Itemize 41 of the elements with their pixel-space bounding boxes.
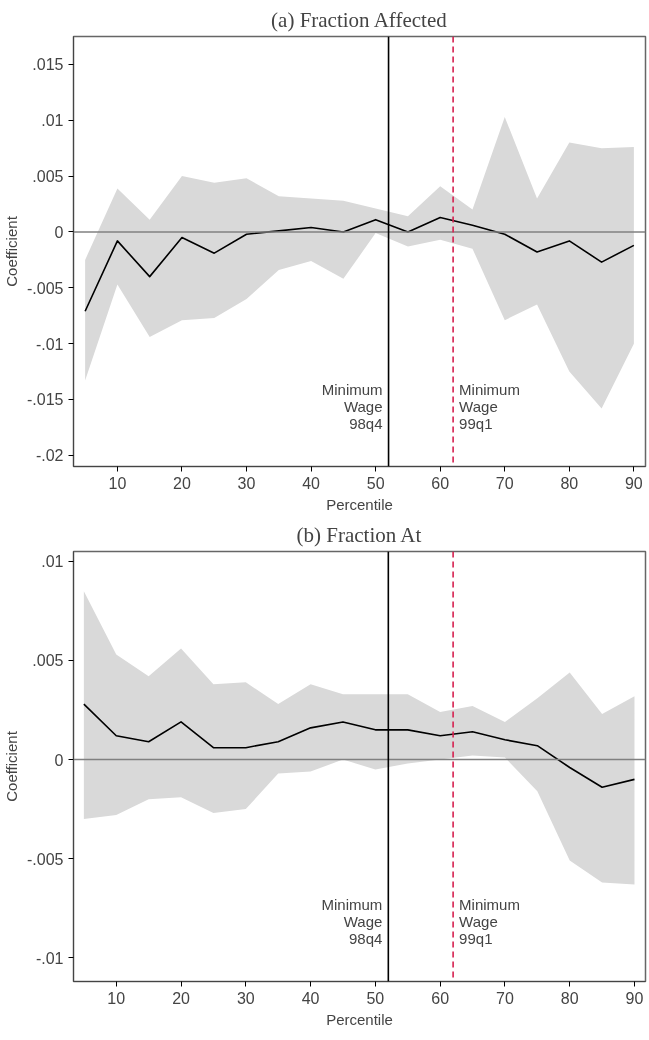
y-tick-label: -.015: [27, 391, 64, 409]
x-tick-label: 70: [495, 474, 514, 492]
y-axis-title: Coefficient: [3, 730, 21, 802]
x-tick-label: 60: [431, 989, 450, 1007]
y-tick-label: .005: [32, 652, 64, 670]
x-tick-label: 50: [366, 474, 385, 492]
y-tick-label: -.01: [35, 949, 64, 967]
y-tick-label: .005: [32, 168, 64, 186]
y-tick-label: -.02: [35, 447, 64, 465]
x-tick-label: 10: [107, 989, 126, 1007]
x-tick-label: 40: [302, 474, 321, 492]
y-tick-label: .015: [32, 56, 64, 74]
x-tick-label: 90: [625, 989, 644, 1007]
x-tick-label: 30: [236, 989, 255, 1007]
y-tick-label: -.01: [35, 335, 64, 353]
ref-line-label: Minimum Wage 99q1: [459, 381, 520, 433]
x-tick-label: 80: [560, 474, 579, 492]
y-tick-label: -.005: [27, 850, 64, 868]
ref-line-label: Minimum Wage 99q1: [459, 896, 520, 948]
y-axis-title: Coefficient: [3, 215, 21, 287]
x-tick-label: 50: [366, 989, 385, 1007]
chart-title: (b) Fraction At: [296, 522, 422, 547]
chart-title: (a) Fraction Affected: [271, 7, 448, 32]
ref-line-label: Minimum Wage 98q4: [321, 381, 383, 433]
y-tick-label: -.005: [27, 279, 64, 297]
y-tick-label: .01: [41, 553, 64, 571]
x-tick-label: 20: [172, 989, 191, 1007]
x-tick-label: 20: [173, 474, 191, 492]
x-tick-label: 10: [108, 474, 127, 492]
x-axis-title: Percentile: [326, 495, 393, 513]
x-tick-label: 40: [301, 989, 320, 1007]
x-tick-label: 60: [431, 474, 450, 492]
x-tick-label: 70: [496, 989, 514, 1007]
x-axis-title: Percentile: [326, 1010, 393, 1028]
x-tick-label: 30: [237, 474, 256, 492]
y-tick-label: 0: [54, 751, 64, 769]
x-tick-label: 90: [624, 474, 643, 492]
y-tick-label: .01: [41, 112, 64, 130]
ref-line-label: Minimum Wage 98q4: [321, 896, 383, 948]
y-tick-label: 0: [54, 223, 64, 241]
x-tick-label: 80: [560, 989, 579, 1007]
